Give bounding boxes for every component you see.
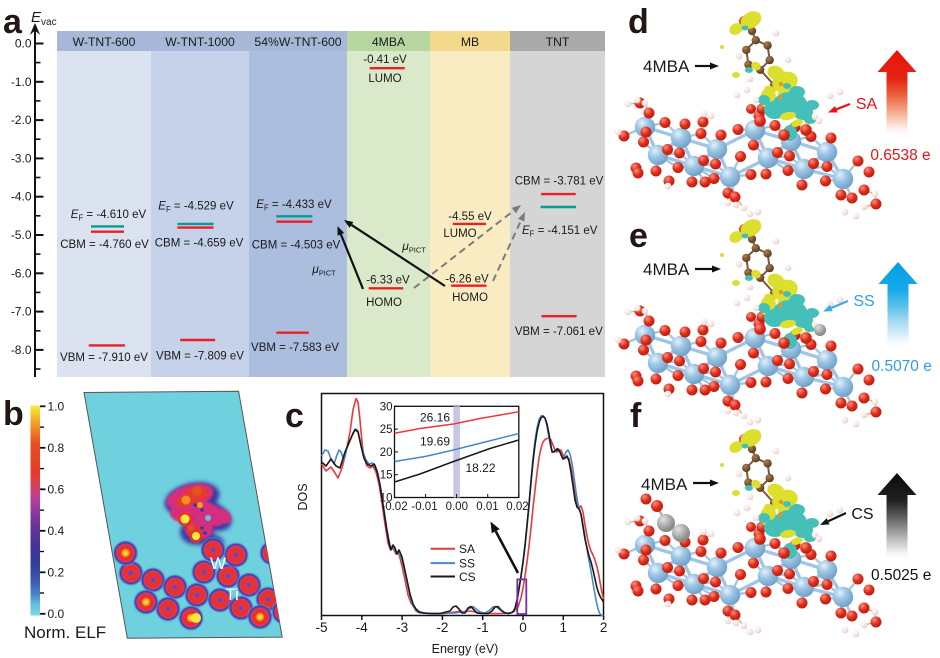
svg-text:-4: -4: [356, 620, 368, 635]
svg-text:c: c: [285, 397, 304, 435]
svg-text:0: 0: [519, 620, 527, 635]
svg-text:2: 2: [600, 620, 608, 635]
svg-text:4MBA: 4MBA: [643, 57, 690, 76]
svg-text:-3.0: -3.0: [11, 151, 32, 165]
svg-text:CS: CS: [851, 506, 873, 523]
svg-text:HOMO: HOMO: [366, 297, 402, 309]
svg-text:0.6538 e: 0.6538 e: [870, 147, 930, 164]
svg-text:-6.33 eV: -6.33 eV: [366, 274, 410, 286]
svg-text:0.2: 0.2: [48, 565, 65, 579]
svg-text:CS: CS: [459, 570, 476, 584]
svg-text:0.0: 0.0: [48, 607, 65, 621]
svg-text:-0.01: -0.01: [411, 501, 437, 513]
svg-text:19.69: 19.69: [420, 435, 450, 449]
svg-text:b: b: [3, 395, 24, 433]
svg-text:-3: -3: [396, 620, 408, 635]
svg-text:Energy (eV): Energy (eV): [432, 642, 499, 656]
svg-text:0.5025 e: 0.5025 e: [871, 567, 931, 584]
svg-text:HOMO: HOMO: [452, 292, 488, 304]
svg-text:4MBA: 4MBA: [372, 35, 406, 49]
svg-text:0.00: 0.00: [446, 501, 468, 513]
svg-text:EF = -4.151 eV: EF = -4.151 eV: [522, 225, 598, 239]
svg-text:μPICT: μPICT: [401, 239, 426, 255]
svg-text:25: 25: [380, 424, 393, 436]
svg-text:e: e: [629, 217, 648, 255]
svg-text:EF = -4.610 eV: EF = -4.610 eV: [71, 209, 147, 223]
svg-text:0.8: 0.8: [48, 441, 65, 455]
svg-text:0.4: 0.4: [48, 524, 65, 538]
svg-text:26.16: 26.16: [420, 411, 450, 425]
svg-text:a: a: [3, 3, 23, 41]
svg-text:SS: SS: [853, 293, 874, 310]
svg-text:-1: -1: [477, 620, 489, 635]
svg-text:1: 1: [560, 620, 568, 635]
svg-text:-5.0: -5.0: [11, 228, 32, 242]
svg-text:54%W-TNT-600: 54%W-TNT-600: [254, 35, 341, 49]
svg-text:EF = -4.433 eV: EF = -4.433 eV: [256, 199, 332, 213]
svg-text:EF = -4.529 eV: EF = -4.529 eV: [158, 200, 234, 214]
svg-text:f: f: [630, 397, 642, 435]
svg-text:W-TNT-1000: W-TNT-1000: [165, 35, 235, 49]
svg-text:-1.0: -1.0: [11, 75, 32, 89]
svg-text:VBM = -7.809 eV: VBM = -7.809 eV: [156, 351, 244, 363]
svg-text:-8.0: -8.0: [11, 343, 32, 357]
svg-text:MB: MB: [461, 35, 479, 49]
svg-text:Norm. ELF: Norm. ELF: [24, 623, 106, 642]
svg-text:30: 30: [380, 401, 393, 413]
svg-text:CBM = -4.659 eV: CBM = -4.659 eV: [155, 237, 244, 249]
svg-text:VBM = -7.583 eV: VBM = -7.583 eV: [251, 342, 339, 354]
svg-text:DOS: DOS: [296, 483, 310, 510]
svg-text:-7.0: -7.0: [11, 305, 32, 319]
svg-text:0.01: 0.01: [476, 501, 498, 513]
svg-text:VBM = -7.910 eV: VBM = -7.910 eV: [60, 352, 148, 364]
svg-text:15: 15: [380, 470, 393, 482]
svg-text:-2.0: -2.0: [11, 113, 32, 127]
svg-text:0.02: 0.02: [506, 501, 528, 513]
svg-text:4MBA: 4MBA: [641, 475, 688, 494]
svg-text:TNT: TNT: [546, 35, 570, 49]
svg-text:VBM = -7.061 eV: VBM = -7.061 eV: [515, 326, 603, 338]
svg-text:4MBA: 4MBA: [643, 260, 690, 279]
svg-text:SA: SA: [459, 542, 475, 556]
svg-text:-6.0: -6.0: [11, 266, 32, 280]
svg-text:SA: SA: [856, 96, 878, 113]
svg-text:SS: SS: [459, 557, 475, 571]
svg-text:CBM = -4.760 eV: CBM = -4.760 eV: [60, 239, 149, 251]
svg-text:-4.0: -4.0: [11, 190, 32, 204]
svg-text:-4.55 eV: -4.55 eV: [448, 211, 492, 223]
svg-text:18.22: 18.22: [465, 461, 495, 475]
svg-text:1.0: 1.0: [48, 399, 65, 413]
svg-text:μPICT: μPICT: [311, 262, 336, 278]
svg-text:LUMO: LUMO: [368, 73, 401, 85]
svg-text:LUMO: LUMO: [443, 228, 476, 240]
svg-text:0.5070 e: 0.5070 e: [872, 358, 932, 375]
svg-text:-2: -2: [436, 620, 448, 635]
svg-text:0.6: 0.6: [48, 482, 65, 496]
svg-text:20: 20: [380, 447, 393, 459]
svg-text:0.0: 0.0: [15, 37, 32, 51]
svg-text:CBM = -4.503 eV: CBM = -4.503 eV: [252, 240, 341, 252]
svg-text:-6.26 eV: -6.26 eV: [445, 274, 489, 286]
svg-text:Ti: Ti: [225, 585, 239, 604]
svg-text:d: d: [628, 3, 649, 41]
svg-text:CBM = -3.781 eV: CBM = -3.781 eV: [515, 175, 604, 187]
svg-text:W-TNT-600: W-TNT-600: [73, 35, 136, 49]
svg-text:-0.02: -0.02: [381, 501, 407, 513]
svg-text:-5: -5: [315, 620, 327, 635]
svg-text:W: W: [210, 554, 226, 573]
svg-text:10: 10: [380, 493, 393, 505]
svg-text:Evac: Evac: [31, 9, 57, 28]
svg-text:-0.41 eV: -0.41 eV: [363, 54, 407, 66]
